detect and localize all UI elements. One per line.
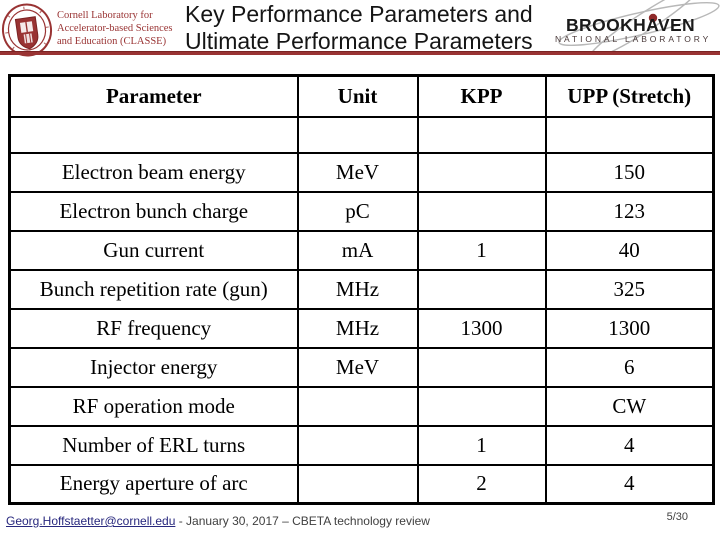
- table-row: RF operation mode CW: [8, 385, 715, 427]
- table-header-row: Parameter Unit KPP UPP (Stretch): [8, 74, 715, 118]
- cell-parameter: RF operation mode: [8, 385, 299, 427]
- brookhaven-name: BROOKHAVEN: [566, 15, 696, 35]
- cell-parameter: Electron bunch charge: [8, 190, 299, 232]
- cell-upp: 123: [544, 190, 715, 232]
- cell-unit: [296, 424, 419, 466]
- cornell-lab-wordmark: Cornell Laboratory for Accelerator-based…: [57, 9, 207, 48]
- cell-kpp: 1300: [416, 307, 547, 349]
- atom-orbit-icon: [558, 0, 720, 54]
- page-number: 5/30: [666, 511, 688, 523]
- cell-upp: [544, 115, 715, 154]
- cell-upp: 1300: [544, 307, 715, 349]
- title-line-1: Key Performance Parameters and: [185, 1, 533, 27]
- table-row: Energy aperture of arc 2 4: [8, 463, 715, 505]
- cornell-line-2: Accelerator-based Sciences: [57, 23, 173, 34]
- cell-upp: 40: [544, 229, 715, 271]
- table-row: Electron bunch charge pC 123: [8, 190, 715, 232]
- slide-title: Key Performance Parameters and Ultimate …: [185, 1, 605, 55]
- cell-kpp: [416, 151, 547, 193]
- cornell-line-1: Cornell Laboratory for: [57, 10, 153, 21]
- cell-unit: [296, 385, 419, 427]
- cell-parameter: Electron beam energy: [8, 151, 299, 193]
- col-header-upp: UPP (Stretch): [544, 74, 715, 118]
- cell-unit: MeV: [296, 346, 419, 388]
- table-row: Bunch repetition rate (gun) MHz 325: [8, 268, 715, 310]
- col-header-kpp: KPP: [416, 74, 547, 118]
- cell-kpp: [416, 268, 547, 310]
- table-row: Electron beam energy MeV 150: [8, 151, 715, 193]
- table-row: Gun current mA 1 40: [8, 229, 715, 271]
- cell-parameter: Gun current: [8, 229, 299, 271]
- cell-unit: mA: [296, 229, 419, 271]
- cell-upp: 4: [544, 463, 715, 505]
- cell-upp: 150: [544, 151, 715, 193]
- cell-parameter: Number of ERL turns: [8, 424, 299, 466]
- footer-text: - January 30, 2017 – CBETA technology re…: [175, 514, 430, 528]
- cell-unit: MeV: [296, 151, 419, 193]
- cell-upp: 325: [544, 268, 715, 310]
- cell-unit: [296, 115, 419, 154]
- cornell-seal-icon: [1, 3, 53, 57]
- cell-unit: MHz: [296, 268, 419, 310]
- table-row: Number of ERL turns 1 4: [8, 424, 715, 466]
- table-row: [8, 115, 715, 154]
- cell-upp: 4: [544, 424, 715, 466]
- cell-unit: MHz: [296, 307, 419, 349]
- brookhaven-subtitle: NATIONAL LABORATORY: [555, 34, 712, 44]
- cell-kpp: [416, 115, 547, 154]
- cell-kpp: 1: [416, 229, 547, 271]
- title-line-2: Ultimate Performance Parameters: [185, 28, 533, 54]
- col-header-unit: Unit: [296, 74, 419, 118]
- cell-parameter: Bunch repetition rate (gun): [8, 268, 299, 310]
- brookhaven-logo: BROOKHAVEN NATIONAL LABORATORY: [553, 0, 720, 54]
- author-email-link[interactable]: Georg.Hoffstaetter@cornell.edu: [6, 514, 176, 528]
- cell-upp: 6: [544, 346, 715, 388]
- cell-unit: pC: [296, 190, 419, 232]
- cell-kpp: 1: [416, 424, 547, 466]
- cell-unit: [296, 463, 419, 505]
- cell-upp: CW: [544, 385, 715, 427]
- cell-parameter: [8, 115, 299, 154]
- cell-kpp: [416, 346, 547, 388]
- parameters-table: Parameter Unit KPP UPP (Stretch) Electro…: [8, 74, 715, 505]
- header-divider-line: [0, 51, 720, 55]
- cell-kpp: [416, 385, 547, 427]
- cell-kpp: [416, 190, 547, 232]
- cell-kpp: 2: [416, 463, 547, 505]
- table-row: Injector energy MeV 6: [8, 346, 715, 388]
- cell-parameter: Energy aperture of arc: [8, 463, 299, 505]
- footer: Georg.Hoffstaetter@cornell.edu - January…: [6, 514, 430, 528]
- col-header-parameter: Parameter: [8, 74, 299, 118]
- cell-parameter: RF frequency: [8, 307, 299, 349]
- cell-parameter: Injector energy: [8, 346, 299, 388]
- table-row: RF frequency MHz 1300 1300: [8, 307, 715, 349]
- cornell-line-3: and Education (CLASSE): [57, 36, 167, 47]
